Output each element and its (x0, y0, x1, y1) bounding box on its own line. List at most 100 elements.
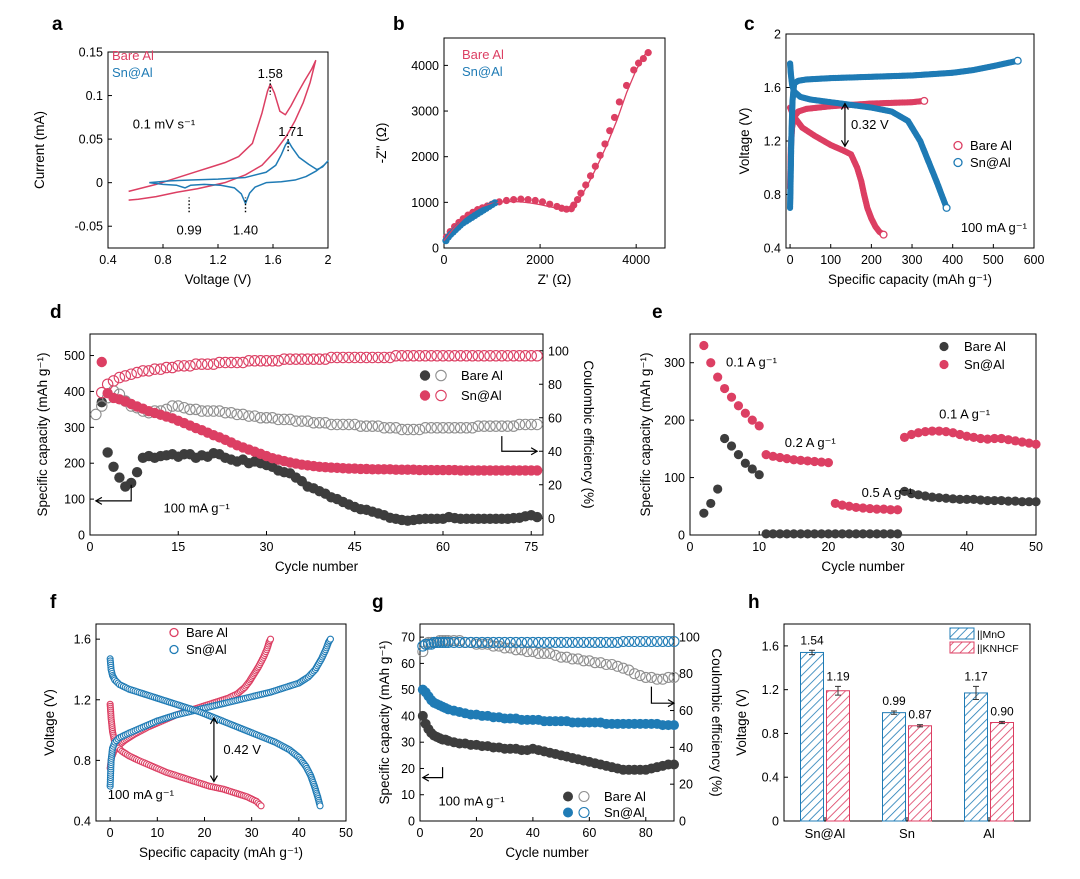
series-point (955, 429, 965, 440)
series-point (644, 49, 652, 57)
y-tick-label: 1.2 (764, 135, 781, 149)
series-point (941, 427, 951, 437)
legend-label: Bare Al (461, 368, 503, 383)
x-tick-label: 50 (339, 826, 353, 840)
x-tick-label: 0 (417, 826, 424, 840)
y-tick-label: 300 (64, 421, 85, 435)
y-axis-label: Specific capacity (mAh g⁻¹) (35, 353, 50, 517)
series-point (219, 406, 232, 419)
series-point (789, 529, 799, 539)
series-point (431, 422, 443, 434)
y-axis-label: -Z'' (Ω) (374, 123, 389, 164)
series-point (747, 415, 757, 425)
series-point (459, 636, 471, 648)
series-point (989, 495, 1000, 506)
series-point (478, 420, 490, 432)
series-point (948, 494, 958, 504)
y-tick-label: 1.6 (762, 639, 779, 653)
series-point (284, 353, 296, 365)
legend-label: Bare Al (186, 625, 228, 640)
series-point (640, 671, 652, 683)
series-point (532, 636, 545, 648)
series-point (612, 636, 624, 648)
series-point (606, 636, 618, 648)
plot-frame (89, 333, 544, 536)
series-point (301, 353, 314, 365)
series-point (431, 350, 443, 362)
x-tick-label: 0 (87, 540, 94, 554)
series-point (809, 456, 820, 467)
series-point (962, 494, 972, 504)
series-point (401, 423, 414, 436)
data-label: 0.87 (908, 708, 932, 722)
y-tick-label: 0.15 (79, 46, 103, 60)
series-point (313, 353, 326, 365)
series-point (1017, 437, 1027, 447)
series-point (906, 429, 917, 440)
y-tick-label: 0.8 (74, 754, 91, 768)
series-point (510, 636, 522, 648)
series-point (454, 422, 467, 434)
series-point (413, 350, 426, 362)
series-point (699, 340, 709, 351)
series-point (401, 350, 414, 362)
data-label: 0.99 (882, 694, 906, 708)
y-tick-label: 70 (401, 631, 415, 645)
series-point (272, 413, 285, 426)
series-point (969, 432, 979, 442)
series-point (720, 433, 730, 444)
series-point (1003, 435, 1013, 445)
series-point (662, 671, 674, 683)
legend-label: ||MnO (977, 629, 1005, 641)
panel-g-cycling-chart: 0 20 40 60 80 0 10 20 30 40 50 60 70 0 20 40 60 80 100 Cycl… (377, 623, 724, 860)
series-point (470, 636, 482, 648)
series-point (184, 360, 196, 372)
series-point (1031, 497, 1041, 507)
series-point (266, 411, 279, 424)
annotation-label: 1.71 (278, 124, 303, 139)
arrow-head (94, 496, 103, 505)
x-tick-label: 0.8 (154, 253, 171, 267)
series-point (372, 420, 385, 432)
x-tick-label: 2000 (526, 253, 554, 267)
series-point (913, 490, 923, 500)
series-point (396, 350, 408, 362)
series-point (278, 413, 290, 426)
series-point (1010, 496, 1020, 506)
series-point (524, 196, 532, 204)
data-label: 0.90 (990, 704, 1014, 718)
series-point (740, 408, 750, 418)
series-point (243, 410, 255, 422)
y2-tick-label: 100 (548, 344, 569, 358)
axis-indicator-arrow (95, 484, 132, 502)
x-tick-label: 80 (639, 826, 653, 840)
series-point (449, 422, 461, 434)
x-tick-label: 40 (960, 540, 974, 554)
series-point (431, 636, 443, 648)
series-point (582, 181, 590, 189)
x-tick-label: 1.6 (264, 253, 281, 267)
series-point (549, 636, 562, 648)
series-point (531, 418, 543, 431)
y-axis-label: Specific capacity (mAh g⁻¹) (377, 641, 392, 805)
y2-tick-label: 60 (548, 411, 562, 425)
legend-marker (435, 389, 447, 402)
annotation-label: 0.99 (176, 223, 201, 238)
y-tick-label: 20 (401, 762, 415, 776)
series-point (290, 353, 302, 365)
series-point (184, 403, 196, 416)
series-point (190, 403, 202, 416)
y-tick-label: 0 (772, 815, 779, 829)
legend-marker (939, 341, 949, 352)
bar (826, 690, 850, 822)
legend-marker (419, 370, 431, 381)
data-label: 1.17 (964, 669, 988, 683)
series-point (782, 529, 792, 539)
legend-label: Sn@Al (461, 388, 502, 403)
annotation-label: 1.40 (233, 223, 258, 238)
y-tick-label: -0.05 (75, 220, 104, 234)
axis-indicator-arrow (422, 767, 444, 779)
series-point (337, 351, 349, 364)
series-point (962, 431, 972, 441)
annotation-label: 100 mA g⁻¹ (164, 500, 231, 515)
